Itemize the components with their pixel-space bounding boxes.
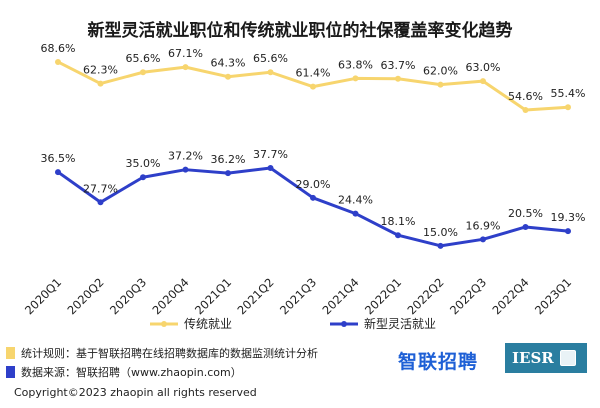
data-point — [480, 78, 486, 85]
x-axis-ticks: 2020Q1 2020Q2 2020Q3 2020Q4 2021Q1 2021Q2 2021… — [22, 275, 574, 317]
data-label: 63.8% — [338, 58, 373, 71]
data-point — [140, 69, 146, 76]
data-label: 55.4% — [551, 87, 586, 100]
x-tick-label: 2021Q2 — [234, 275, 276, 317]
data-label: 20.5% — [508, 207, 543, 220]
chart-title: 新型灵活就业职位和传统就业职位的社保覆盖率变化趋势 — [87, 21, 513, 41]
data-label: 63.7% — [381, 59, 416, 72]
note-rule-swatch — [6, 346, 15, 359]
label-layer: 68.6% 62.3% 65.6% 67.1% 64.3% 65.6% 61.4% 63.8%… — [41, 42, 586, 239]
data-point — [565, 228, 571, 235]
legend: 传统就业 新型灵活就业 — [150, 316, 436, 331]
data-point — [55, 169, 61, 176]
data-point — [352, 210, 359, 217]
data-label: 37.2% — [168, 150, 203, 163]
x-tick-label: 2021Q3 — [277, 275, 319, 317]
data-point — [267, 164, 274, 171]
x-tick-label: 2020Q2 — [64, 275, 106, 317]
zhaopin-logo: 智联招聘 — [398, 351, 479, 373]
x-tick-label: 2020Q3 — [107, 275, 149, 317]
x-tick-label: 2022Q2 — [404, 275, 446, 317]
data-label: 63.0% — [466, 61, 501, 74]
x-tick-label: 2020Q4 — [149, 275, 191, 317]
data-point — [55, 58, 61, 65]
legend-marker-1 — [341, 321, 347, 327]
data-point — [225, 170, 231, 177]
data-point — [97, 80, 104, 87]
data-label: 68.6% — [41, 42, 76, 55]
iesr-seal-icon — [559, 350, 576, 366]
data-point — [437, 81, 444, 88]
note-source-text: 数据来源：智联招聘（www.zhaopin.com） — [21, 365, 242, 379]
data-label: 15.0% — [423, 226, 458, 239]
data-label: 24.4% — [338, 194, 373, 207]
line-chart: 68.6% 62.3% 65.6% 67.1% 64.3% 65.6% 61.4% 63.8%… — [22, 42, 586, 331]
note-rule: 统计规则：基于智联招聘在线招聘数据库的数据监测统计分析 — [6, 343, 318, 362]
data-label: 37.7% — [253, 148, 288, 161]
legend-label-0: 传统就业 — [184, 316, 232, 331]
data-point — [182, 64, 189, 71]
note-source-swatch — [6, 365, 15, 378]
data-label: 36.5% — [41, 152, 76, 165]
x-tick-label: 2022Q4 — [489, 275, 531, 317]
data-point — [565, 104, 571, 111]
data-point — [225, 73, 231, 80]
data-label: 61.4% — [296, 67, 331, 80]
data-label: 36.2% — [211, 153, 246, 166]
data-point — [480, 236, 486, 243]
data-point — [310, 194, 316, 201]
data-point — [267, 69, 274, 76]
data-label: 62.0% — [423, 65, 458, 78]
data-point — [522, 106, 529, 113]
copyright: Copyright©2023 zhaopin all rights reserv… — [14, 386, 257, 399]
series-layer — [55, 58, 571, 249]
data-point — [182, 166, 189, 173]
data-point — [352, 75, 359, 82]
data-point — [97, 199, 104, 206]
iesr-logo: IESR — [505, 343, 587, 373]
data-point — [395, 75, 401, 82]
data-label: 64.3% — [211, 57, 246, 70]
iesr-logo-text: IESR — [512, 349, 554, 367]
x-tick-label: 2022Q1 — [362, 275, 404, 317]
data-label: 54.6% — [508, 90, 543, 103]
data-label: 65.6% — [126, 52, 161, 65]
notes: 统计规则：基于智联招聘在线招聘数据库的数据监测统计分析 数据来源：智联招聘（ww… — [6, 343, 318, 381]
data-label: 67.1% — [168, 47, 203, 60]
data-point — [437, 242, 444, 249]
data-label: 27.7% — [83, 182, 118, 195]
legend-label-1: 新型灵活就业 — [364, 316, 436, 331]
x-tick-label: 2022Q3 — [447, 275, 489, 317]
data-point — [522, 223, 529, 230]
data-label: 18.1% — [381, 215, 416, 228]
data-label: 35.0% — [126, 157, 161, 170]
data-point — [395, 232, 401, 239]
data-point — [310, 83, 316, 90]
note-rule-text: 统计规则：基于智联招聘在线招聘数据库的数据监测统计分析 — [21, 346, 318, 360]
legend-marker-0 — [161, 321, 167, 327]
x-tick-label: 2023Q1 — [532, 275, 574, 317]
x-tick-label: 2021Q4 — [319, 275, 361, 317]
data-label: 29.0% — [296, 178, 331, 191]
data-label: 62.3% — [83, 64, 118, 77]
data-label: 16.9% — [466, 219, 501, 232]
x-tick-label: 2021Q1 — [192, 275, 234, 317]
x-tick-label: 2020Q1 — [22, 275, 64, 317]
note-source: 数据来源：智联招聘（www.zhaopin.com） — [6, 362, 318, 381]
data-label: 65.6% — [253, 52, 288, 65]
data-point — [140, 174, 146, 181]
data-label: 19.3% — [551, 211, 586, 224]
